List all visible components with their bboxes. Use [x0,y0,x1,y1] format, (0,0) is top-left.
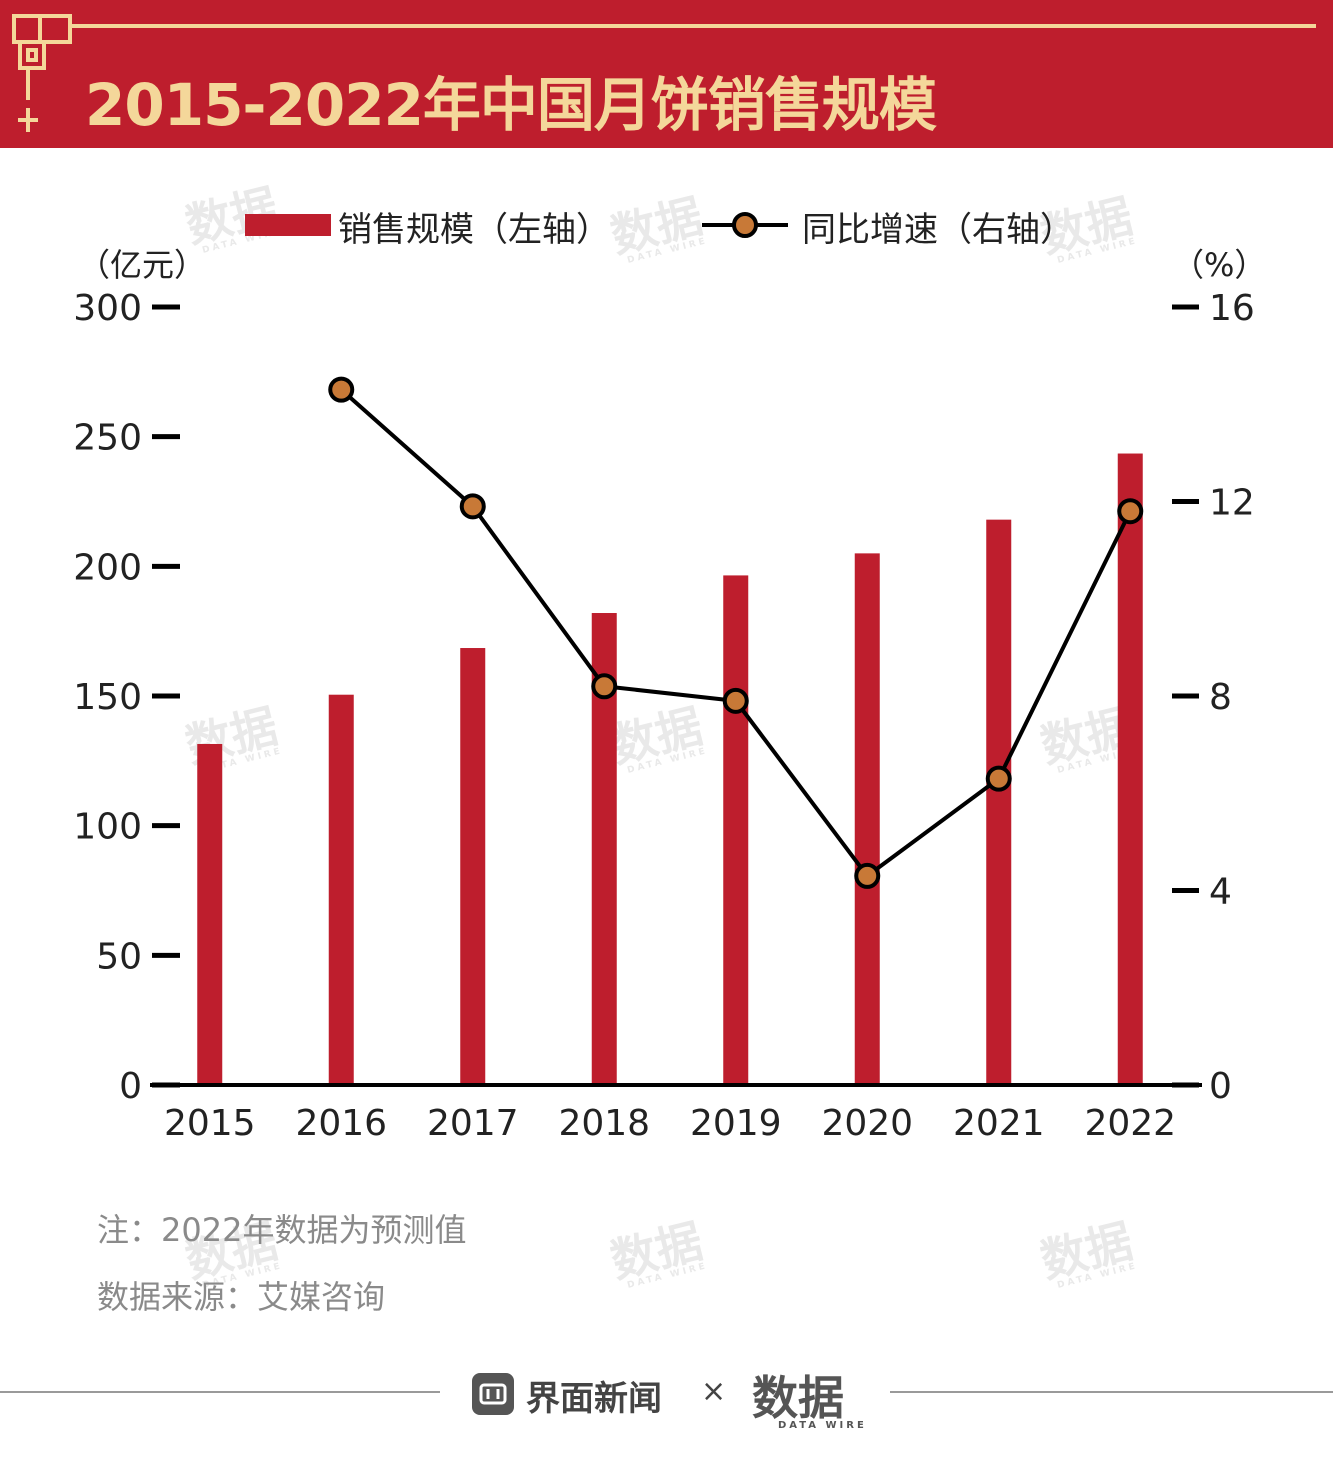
bar-series [197,453,1143,1086]
x-axis-tick-label: 2018 [558,1103,650,1144]
axes: 0 50 100 150 200 250 300 0 4 8 12 16 2015 2016 2017 201… [73,288,1255,1144]
footer-separator: × [701,1374,727,1409]
footer-brand: 界面新闻 [526,1379,662,1419]
bar [854,553,880,1085]
left-axis-tick-label: 150 [73,677,142,718]
growth-point [459,493,486,520]
data-source: 数据来源：艾媒咨询 [97,1278,386,1316]
x-axis-tick-label: 2021 [953,1103,1045,1144]
legend-bar-swatch [245,214,331,236]
footer-divider-right [890,1391,1333,1393]
ornament-icon [12,14,90,132]
growth-point [985,765,1012,792]
bar [723,575,749,1085]
x-axis-tick-label: 2015 [164,1103,256,1144]
growth-point [722,687,749,714]
watermark: 数据 DATA WIRE [605,1213,709,1291]
x-axis-tick-label: 2017 [427,1103,519,1144]
x-axis-tick-label: 2022 [1084,1103,1176,1144]
footer-partner-logo: 数据 DATA WIRE [752,1371,867,1431]
bar [1117,453,1143,1086]
growth-point [854,862,881,889]
right-axis-tick-label: 12 [1209,483,1255,524]
x-axis-tick-label: 2019 [690,1103,782,1144]
legend-line-label: 同比增速（右轴） [802,210,1074,250]
growth-point [1117,498,1144,525]
page-title: 2015-2022年中国月饼销售规模 [85,71,937,139]
growth-point [328,376,355,403]
right-axis-unit: （%） [1172,246,1267,284]
header-banner: 2015-2022年中国月饼销售规模 [0,0,1333,148]
left-axis-unit: （亿元） [78,246,207,284]
right-axis-tick-label: 0 [1209,1066,1232,1107]
left-axis-tick-label: 250 [73,418,142,459]
x-axis-tick-label: 2020 [821,1103,913,1144]
right-axis-tick-label: 8 [1209,677,1232,718]
left-axis-tick-label: 50 [96,936,142,977]
legend-bar-label: 销售规模（左轴） [338,210,610,250]
mooncake-sales-chart: 0 50 100 150 200 250 300 0 4 8 12 16 2015 2016 2017 201… [73,288,1255,1144]
bar [328,694,354,1085]
left-axis-tick-label: 300 [73,288,142,329]
footer-divider-left [0,1391,440,1393]
left-axis-tick-label: 200 [73,547,142,588]
right-axis-tick-label: 4 [1209,872,1232,913]
growth-point [591,673,618,700]
jiemian-logo-icon [472,1373,514,1415]
chart-note: 注：2022年数据为预测值 [97,1211,467,1249]
legend-line-swatch [702,212,788,238]
right-axis-tick-label: 16 [1209,288,1255,329]
bar [986,519,1012,1085]
watermark: 数据 DATA WIRE [1035,1213,1139,1291]
bar [460,648,486,1085]
bar [197,743,223,1085]
left-axis-tick-label: 0 [119,1066,142,1107]
header-rule [80,24,1316,28]
x-axis-tick-label: 2016 [295,1103,387,1144]
line-series [328,376,1144,889]
left-axis-tick-label: 100 [73,807,142,848]
